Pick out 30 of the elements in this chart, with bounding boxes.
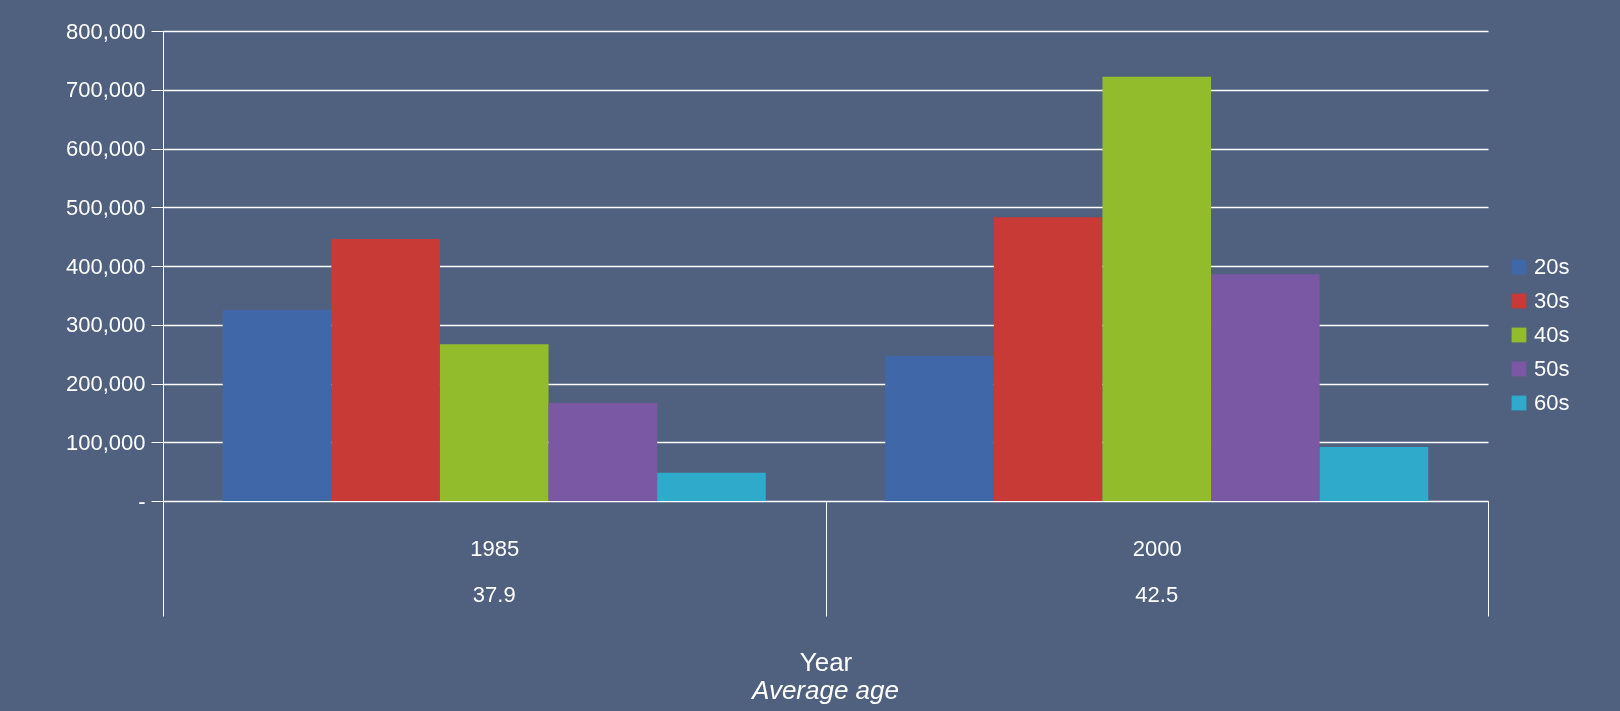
bar: [1102, 76, 1212, 501]
bar: [1211, 274, 1320, 501]
legend-label: 30s: [1534, 288, 1570, 313]
y-tick-label: 400,000: [65, 253, 146, 279]
bar: [439, 344, 549, 501]
legend-label: 60s: [1534, 390, 1570, 415]
bar: [657, 472, 766, 501]
text: Average age: [750, 675, 899, 705]
bar: [548, 402, 658, 501]
x-tick-label: 1985: [470, 535, 520, 561]
text: 37.9: [472, 582, 516, 607]
bar: [1319, 446, 1429, 501]
y-tick-label: -: [138, 488, 146, 514]
y-tick-label: 300,000: [65, 312, 146, 338]
x-tick-label: 2000: [1132, 535, 1182, 561]
legend-label: 40s: [1534, 322, 1570, 347]
y-tick-label: 500,000: [65, 194, 146, 220]
legend-label: 20s: [1534, 254, 1570, 279]
y-tick-label: 800,000: [65, 18, 146, 44]
y-tick-label: 700,000: [65, 77, 146, 103]
y-tick-label: 200,000: [65, 371, 146, 396]
bar: [885, 355, 994, 501]
legend-label: 50s: [1534, 356, 1570, 381]
bar: [993, 217, 1103, 501]
x-axis-title: Year: [799, 646, 853, 677]
y-tick-label: 100,000: [65, 429, 146, 455]
y-tick-label: 600,000: [65, 136, 146, 161]
text: 42.5: [1135, 582, 1179, 607]
bar: [331, 238, 440, 501]
bar: [222, 310, 332, 501]
